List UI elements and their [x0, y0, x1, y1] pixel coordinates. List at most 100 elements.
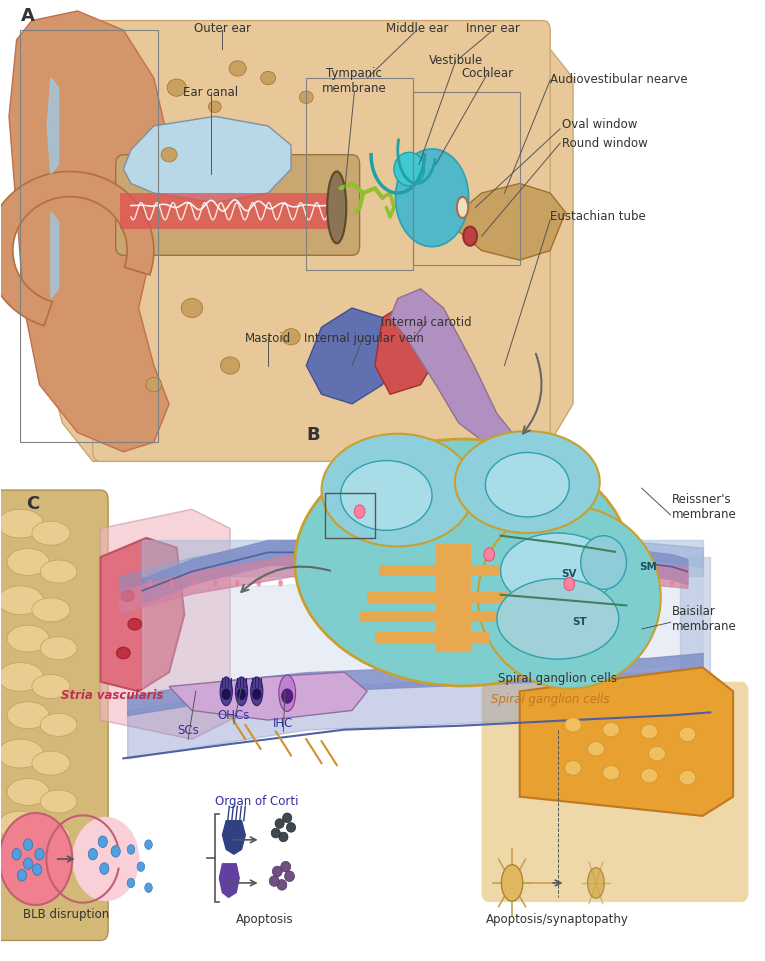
Circle shape — [170, 581, 174, 587]
Ellipse shape — [120, 590, 134, 602]
Ellipse shape — [588, 868, 604, 899]
Circle shape — [484, 548, 494, 561]
Circle shape — [387, 579, 392, 585]
Circle shape — [256, 581, 261, 587]
Circle shape — [237, 688, 246, 700]
Circle shape — [496, 579, 500, 585]
Circle shape — [72, 817, 139, 901]
Circle shape — [322, 581, 327, 587]
Ellipse shape — [32, 521, 70, 545]
Text: SV: SV — [562, 570, 577, 579]
Ellipse shape — [146, 378, 162, 392]
Circle shape — [99, 863, 109, 875]
Polygon shape — [0, 171, 154, 326]
Ellipse shape — [649, 747, 666, 761]
Polygon shape — [123, 116, 291, 203]
Ellipse shape — [261, 71, 275, 85]
Polygon shape — [390, 289, 519, 452]
Text: Internal jugular vein: Internal jugular vein — [304, 332, 423, 345]
Text: Spiral ganglion cells: Spiral ganglion cells — [491, 693, 610, 705]
Ellipse shape — [41, 713, 76, 736]
Ellipse shape — [581, 535, 627, 589]
Circle shape — [148, 581, 152, 587]
Ellipse shape — [603, 723, 620, 737]
Circle shape — [474, 579, 479, 585]
Text: Internal carotid: Internal carotid — [382, 315, 472, 329]
Ellipse shape — [275, 819, 284, 828]
FancyBboxPatch shape — [93, 20, 550, 461]
Ellipse shape — [0, 586, 44, 615]
Ellipse shape — [7, 702, 49, 728]
Circle shape — [496, 581, 500, 587]
Ellipse shape — [32, 752, 70, 776]
Ellipse shape — [321, 433, 474, 547]
Circle shape — [539, 579, 544, 585]
Polygon shape — [169, 672, 367, 720]
Polygon shape — [306, 308, 398, 404]
Ellipse shape — [0, 739, 44, 768]
Circle shape — [518, 579, 522, 585]
Text: Vestibule: Vestibule — [428, 54, 483, 67]
Ellipse shape — [220, 357, 239, 374]
Ellipse shape — [41, 560, 76, 583]
Polygon shape — [220, 864, 239, 898]
Ellipse shape — [0, 811, 44, 840]
Circle shape — [278, 579, 283, 585]
Polygon shape — [375, 299, 444, 394]
Text: ST: ST — [571, 617, 587, 628]
FancyArrow shape — [360, 611, 436, 622]
Text: Baisilar
membrane: Baisilar membrane — [672, 605, 737, 633]
Ellipse shape — [0, 509, 44, 538]
Polygon shape — [51, 212, 59, 299]
Ellipse shape — [7, 778, 49, 805]
Circle shape — [452, 579, 457, 585]
Circle shape — [354, 505, 365, 518]
Circle shape — [648, 581, 653, 587]
Ellipse shape — [565, 718, 581, 732]
Ellipse shape — [41, 637, 76, 659]
Ellipse shape — [314, 358, 329, 372]
Ellipse shape — [161, 148, 177, 161]
Circle shape — [431, 579, 435, 585]
Circle shape — [127, 878, 135, 888]
Text: Apoptosis/synaptopathy: Apoptosis/synaptopathy — [487, 913, 630, 926]
Circle shape — [235, 581, 239, 587]
Circle shape — [604, 579, 609, 585]
Circle shape — [648, 579, 653, 585]
Circle shape — [213, 579, 217, 585]
Circle shape — [148, 579, 152, 585]
Polygon shape — [100, 538, 184, 691]
Circle shape — [409, 579, 413, 585]
FancyArrow shape — [470, 611, 500, 622]
Text: Mastoid: Mastoid — [245, 332, 291, 345]
Circle shape — [88, 849, 97, 860]
Ellipse shape — [272, 866, 282, 876]
Circle shape — [12, 849, 21, 860]
Polygon shape — [9, 11, 169, 452]
Text: Tympanic
membrane: Tympanic membrane — [322, 66, 386, 94]
FancyArrow shape — [470, 592, 508, 603]
FancyArrow shape — [379, 565, 436, 576]
Text: Outer ear: Outer ear — [194, 22, 251, 36]
Circle shape — [431, 581, 435, 587]
Circle shape — [343, 581, 348, 587]
Circle shape — [387, 581, 392, 587]
Polygon shape — [436, 544, 470, 651]
Circle shape — [409, 581, 413, 587]
Circle shape — [145, 840, 152, 850]
FancyArrow shape — [375, 632, 436, 643]
Polygon shape — [396, 149, 469, 247]
Bar — [306, 78, 413, 270]
Ellipse shape — [251, 677, 263, 705]
Circle shape — [343, 579, 348, 585]
Polygon shape — [415, 175, 449, 221]
Ellipse shape — [679, 771, 696, 785]
Ellipse shape — [282, 813, 291, 823]
Circle shape — [24, 858, 33, 870]
Ellipse shape — [167, 79, 187, 96]
Text: Stria vascularis: Stria vascularis — [60, 689, 163, 702]
Circle shape — [670, 581, 675, 587]
Bar — [325, 493, 375, 538]
Text: SCs: SCs — [177, 725, 199, 737]
Ellipse shape — [500, 533, 615, 608]
